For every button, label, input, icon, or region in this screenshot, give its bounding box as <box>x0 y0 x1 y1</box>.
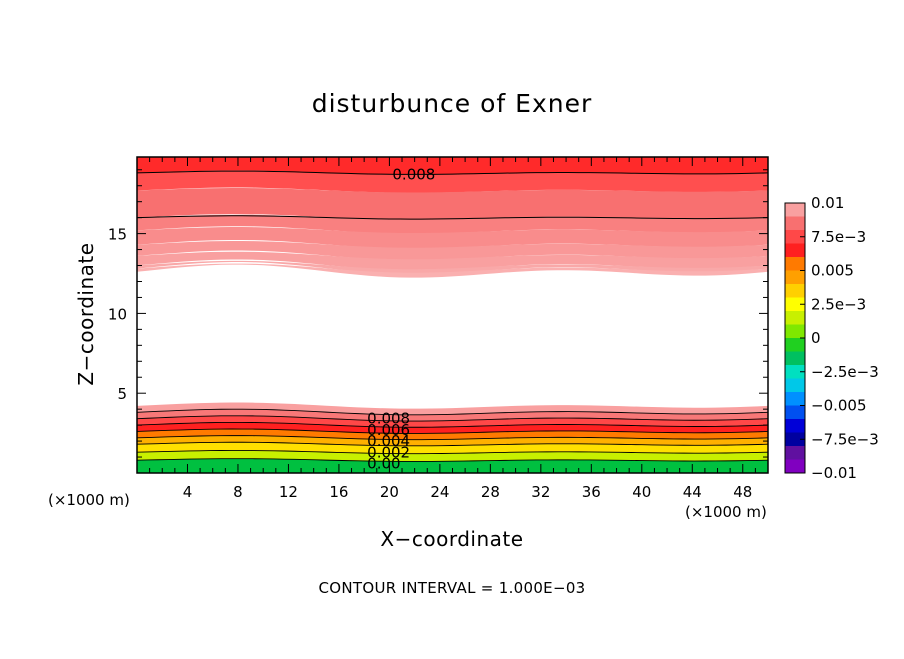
x-tick-label-44: 44 <box>683 483 702 501</box>
z-unit-label: (×1000 m) <box>48 491 130 509</box>
x-tick-label-32: 32 <box>531 483 550 501</box>
upper-band-6 <box>137 240 768 261</box>
y-tick-label-5: 5 <box>117 385 127 403</box>
x-tick-label-24: 24 <box>430 483 449 501</box>
plot-fills <box>137 157 768 473</box>
upper-band-1 <box>137 157 768 175</box>
colorbar-tick-label-9: −0.01 <box>811 464 857 482</box>
x-tick-label-48: 48 <box>733 483 752 501</box>
upper-contour-line-2 <box>136 215 769 220</box>
x-tick-label-12: 12 <box>279 483 298 501</box>
x-tick-label-8: 8 <box>233 483 243 501</box>
colorbar-tick-label-8: −7.5e−3 <box>811 430 879 448</box>
colorbar-swatch-18 <box>785 432 805 447</box>
contour-interval-text: CONTOUR INTERVAL = 1.000E−03 <box>318 579 585 597</box>
x-tick-label-20: 20 <box>380 483 399 501</box>
upper-band-8 <box>137 260 768 274</box>
colorbar-swatch-4 <box>785 243 805 258</box>
contour-label-2: 0.008 <box>367 410 410 428</box>
lower-contour-line-5 <box>136 435 769 441</box>
upper-contour-line-1 <box>136 170 769 175</box>
y-tick-label-15: 15 <box>108 226 127 244</box>
upper-band-9 <box>137 263 768 278</box>
colorbar-swatch-16 <box>785 405 805 420</box>
lower-contour-line-8 <box>136 458 769 462</box>
contour-label-6: 0.00 <box>367 454 400 472</box>
colorbar-swatch-7 <box>785 284 805 298</box>
colorbar-swatch-13 <box>785 365 805 379</box>
colorbar-swatch-6 <box>785 270 805 285</box>
x-unit-label: (×1000 m) <box>685 503 767 521</box>
contour-label-3: 0.006 <box>367 421 410 439</box>
colorbar-swatch-15 <box>785 392 805 406</box>
x-tick-label-4: 4 <box>183 483 193 501</box>
colorbar-swatch-1 <box>785 203 805 217</box>
colorbar-tick-label-5: 0 <box>811 329 821 347</box>
upper-band-3 <box>137 188 768 221</box>
colorbar-tick-label-4: 2.5e−3 <box>811 295 866 313</box>
contour-label-5: 0.002 <box>367 443 410 461</box>
y-ticks: 5 10 15 <box>108 169 768 458</box>
colorbar-tick-label-1: 0.01 <box>811 194 844 212</box>
y-tick-label-10: 10 <box>108 305 127 323</box>
lower-band-bottom <box>137 458 768 473</box>
colorbar-tick-label-7: −0.005 <box>811 397 867 415</box>
colorbar-swatch-17 <box>785 419 805 433</box>
contour-label-4: 0.004 <box>367 432 410 450</box>
colorbar-swatch-10 <box>785 324 805 339</box>
x-tick-label-16: 16 <box>329 483 348 501</box>
colorbar-swatch-19 <box>785 446 805 460</box>
lower-band-2 <box>137 409 768 422</box>
upper-band-5 <box>137 227 768 249</box>
colorbar: 0.01 7.5e−3 0.005 2.5e−3 0 −2.5e−3 −0.005 −7.5e… <box>784 194 879 482</box>
colorbar-swatch-20 <box>785 459 805 474</box>
upper-band-7 <box>137 251 768 271</box>
lower-contour-line-3 <box>136 421 769 428</box>
colorbar-swatch-11 <box>785 338 805 352</box>
x-tick-label-40: 40 <box>632 483 651 501</box>
lower-contour-line-7 <box>136 450 769 455</box>
x-tick-label-36: 36 <box>582 483 601 501</box>
colorbar-tick-label-6: −2.5e−3 <box>811 363 879 381</box>
colorbar-swatch-2 <box>785 216 805 231</box>
y-axis-label: Z−coordinate <box>74 242 98 385</box>
chart-title: disturbunce of Exner <box>312 89 593 118</box>
colorbar-swatch-3 <box>785 230 805 244</box>
colorbar-swatch-5 <box>785 257 805 271</box>
lower-band-8 <box>137 450 768 462</box>
lower-contour-line-4 <box>136 428 769 434</box>
x-ticks: 4 8 12 16 20 24 28 32 36 40 44 48 <box>149 157 756 501</box>
colorbar-swatch-8 <box>785 297 805 312</box>
colorbar-swatch-9 <box>785 311 805 325</box>
lower-contour-line-1 <box>136 408 769 416</box>
x-axis-label: X−coordinate <box>380 527 523 551</box>
upper-band-2 <box>137 170 768 193</box>
colorbar-swatch-12 <box>785 351 805 366</box>
contour-label-1: 0.008 <box>392 166 435 184</box>
x-tick-label-28: 28 <box>481 483 500 501</box>
upper-band-4 <box>137 214 768 234</box>
colorbar-tick-label-2: 7.5e−3 <box>811 228 866 246</box>
lower-contour-line-6 <box>136 441 769 447</box>
lower-contour-line-2 <box>136 415 769 422</box>
colorbar-swatch-14 <box>785 378 805 393</box>
plot-contours <box>136 170 769 462</box>
lower-band-1 <box>137 402 768 415</box>
colorbar-tick-label-3: 0.005 <box>811 262 854 280</box>
